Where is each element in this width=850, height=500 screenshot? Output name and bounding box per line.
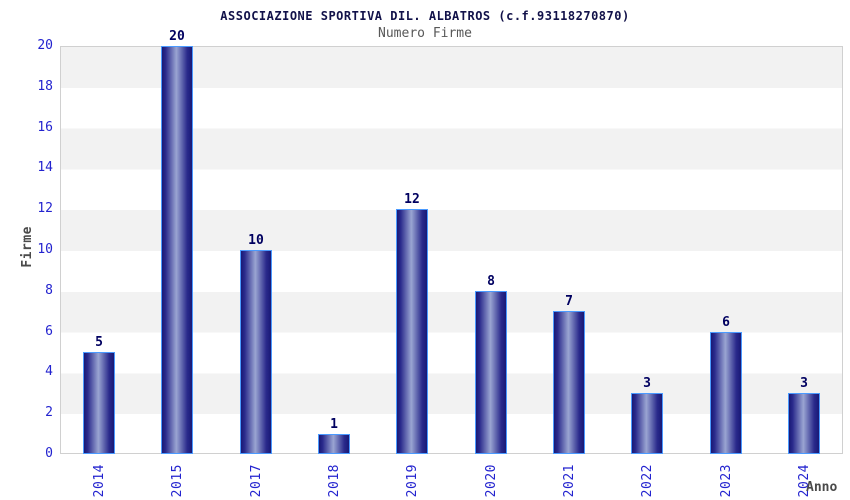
x-tick-2017: 2017 xyxy=(248,464,264,498)
x-tick-2018: 2018 xyxy=(326,464,342,498)
bars-layer: 5 20 10 1 12 8 7 3 6 3 xyxy=(60,30,843,454)
x-tick-2015: 2015 xyxy=(169,464,185,498)
bar-2023 xyxy=(710,332,742,454)
bar-value-2018: 1 xyxy=(330,417,338,432)
bar-value-2019: 12 xyxy=(404,192,420,207)
bar-2019 xyxy=(396,209,428,454)
x-tick-2019: 2019 xyxy=(404,464,420,498)
bar-2021 xyxy=(553,311,585,454)
bar-2022 xyxy=(631,393,663,454)
y-tick-12: 12 xyxy=(37,201,53,217)
bar-2017 xyxy=(240,250,272,454)
y-axis-ticks: 0 2 4 6 8 10 12 14 16 18 20 xyxy=(0,39,53,461)
bar-2018 xyxy=(318,434,350,454)
bar-2024 xyxy=(788,393,820,454)
y-tick-4: 4 xyxy=(45,364,53,380)
bar-value-2022: 3 xyxy=(643,376,651,391)
bar-value-2020: 8 xyxy=(487,274,495,289)
bar-value-2024: 3 xyxy=(800,376,808,391)
bar-2020 xyxy=(475,291,507,454)
y-tick-8: 8 xyxy=(45,282,53,298)
x-tick-2020: 2020 xyxy=(483,464,499,498)
bar-value-2014: 5 xyxy=(95,335,103,350)
chart-subtitle: Numero Firme xyxy=(378,26,472,41)
y-tick-0: 0 xyxy=(45,446,53,461)
x-tick-2014: 2014 xyxy=(91,464,107,498)
y-tick-10: 10 xyxy=(37,242,53,257)
x-axis-ticks: 2014 2015 2017 2018 2019 2020 2021 2022 2023 2024 xyxy=(60,464,843,500)
y-tick-6: 6 xyxy=(45,323,53,339)
bar-2014 xyxy=(83,352,115,454)
chart-title: ASSOCIAZIONE SPORTIVA DIL. ALBATROS (c.f… xyxy=(220,9,630,23)
bar-2015 xyxy=(161,46,193,454)
x-tick-2021: 2021 xyxy=(561,464,577,498)
x-tick-2023: 2023 xyxy=(718,464,734,498)
bar-value-2015: 20 xyxy=(169,29,185,44)
bar-value-2023: 6 xyxy=(722,315,730,330)
bar-value-2017: 10 xyxy=(248,233,264,248)
x-axis-title: Anno xyxy=(806,480,838,495)
y-tick-2: 2 xyxy=(45,405,53,421)
y-tick-20: 20 xyxy=(37,38,53,53)
y-tick-14: 14 xyxy=(37,160,53,176)
bar-value-2021: 7 xyxy=(565,294,573,309)
x-tick-2022: 2022 xyxy=(639,464,655,498)
y-tick-18: 18 xyxy=(37,78,53,94)
y-tick-16: 16 xyxy=(37,119,53,135)
